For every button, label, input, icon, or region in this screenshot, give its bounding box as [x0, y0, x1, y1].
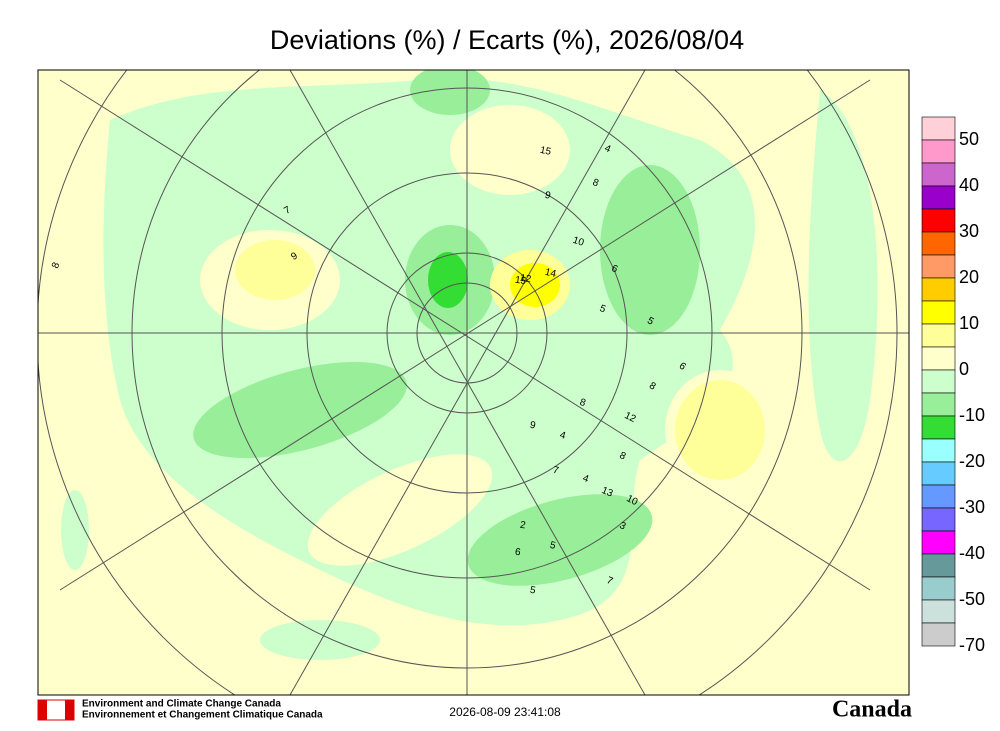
legend-swatch [921, 392, 956, 417]
station-value: 7 [552, 465, 561, 477]
legend-swatch [921, 277, 956, 302]
station-value: 4 [581, 473, 590, 485]
station-value: 6 [677, 361, 688, 373]
timestamp: 2026-08-09 23:41:08 [449, 705, 561, 719]
legend-swatch [921, 415, 956, 440]
station-value: 5 [645, 315, 656, 328]
station-value: 5 [549, 540, 557, 552]
station-value: 8 [618, 450, 628, 463]
title: Deviations (%) / Ecarts (%), 2026/08/04 [270, 25, 744, 55]
legend-label: 20 [959, 267, 979, 287]
station-value: 6 [610, 263, 620, 275]
station-value: 8 [647, 380, 658, 393]
legend-swatch [921, 530, 956, 555]
legend-label: -40 [959, 543, 985, 563]
legend-swatch [921, 116, 956, 141]
station-value: 5 [598, 303, 608, 315]
legend-swatch [921, 438, 956, 463]
legend-swatch [921, 576, 956, 601]
station-value: 4 [558, 430, 567, 442]
agency-en: Environment and Climate Change Canada [82, 699, 281, 710]
station-value: 9 [529, 420, 537, 432]
legend-swatch [921, 185, 956, 210]
legend-swatch [921, 139, 956, 164]
agency-fr: Environnement et Changement Climatique C… [82, 710, 323, 721]
legend-label: -20 [959, 451, 985, 471]
legend-swatch [921, 461, 956, 486]
legend-swatch [921, 323, 956, 348]
legend-swatch [921, 231, 956, 256]
station-value: 2 [519, 520, 527, 532]
legend-swatch [921, 208, 956, 233]
station-value: 12 [622, 410, 637, 425]
station-value: 10 [624, 493, 639, 508]
legend-swatch [921, 254, 956, 279]
map: 8 15 4 8 9 9 7 10 12 14 15 5 6 5 6 8 8 12 9 4 8 7 4 13 10 3 2 6 5 7 5 [38, 70, 909, 695]
legend-swatch [921, 346, 956, 371]
legend-label: 40 [959, 175, 979, 195]
wordmark: Canada [832, 697, 912, 723]
legend-label: -30 [959, 497, 985, 517]
legend-label: 0 [959, 359, 969, 379]
station-value: 7 [282, 204, 293, 217]
station-value: 15 [514, 275, 527, 288]
station-value: 7 [605, 575, 615, 587]
station-value: 9 [544, 190, 552, 202]
station-value: 3 [618, 520, 628, 533]
legend-swatch [921, 369, 956, 394]
legend-label: 30 [959, 221, 979, 241]
station-value: 6 [514, 547, 521, 559]
station-value: 10 [571, 235, 585, 249]
station-value: 12 [519, 273, 532, 286]
legend-swatch [921, 553, 956, 578]
map-frame [37, 69, 910, 696]
station-value: 9 [289, 250, 300, 263]
station-value: 8 [50, 260, 62, 270]
legend-swatch [921, 484, 956, 509]
legend-swatch [921, 622, 956, 647]
station-value: 8 [578, 397, 587, 409]
station-value: 8 [591, 177, 601, 189]
legend-label: -70 [959, 635, 985, 655]
legend-swatch [921, 507, 956, 532]
station-value: 14 [544, 267, 558, 280]
legend-label: 50 [959, 129, 979, 149]
legend-label: -50 [959, 589, 985, 609]
legend-swatch [921, 162, 956, 187]
legend-label: -10 [959, 405, 985, 425]
legend-label: 10 [959, 313, 979, 333]
station-value: 5 [529, 585, 537, 597]
station-value: 4 [603, 143, 613, 155]
station-value: 13 [600, 485, 615, 500]
station-value: 15 [539, 145, 553, 158]
legend-swatch [921, 300, 956, 325]
legend-swatch [921, 599, 956, 624]
